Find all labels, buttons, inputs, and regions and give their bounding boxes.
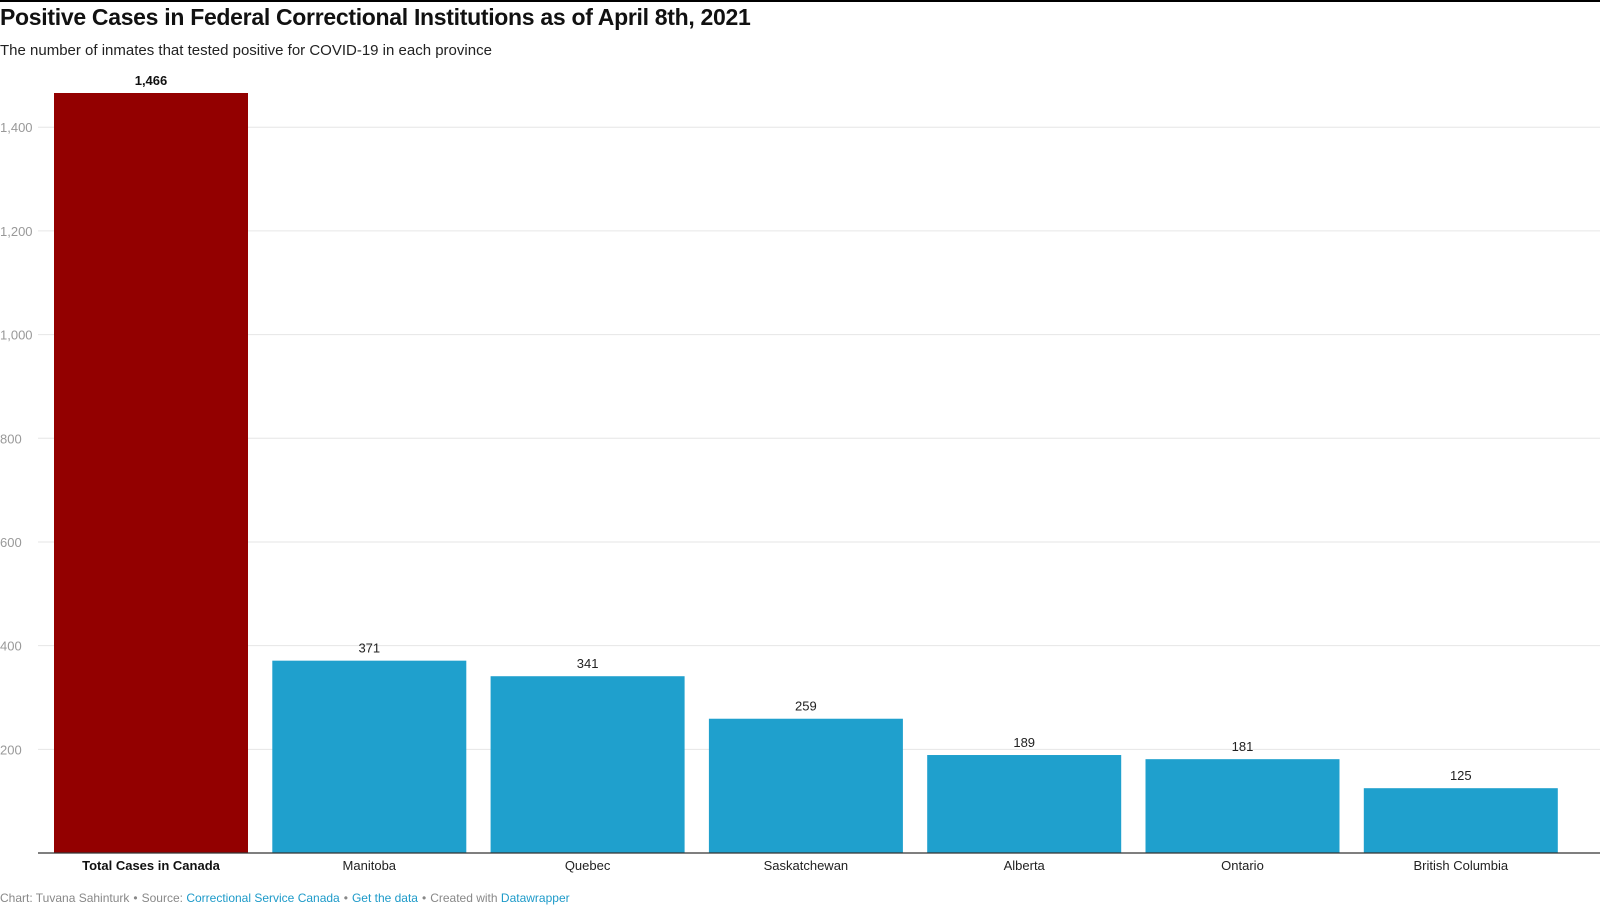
x-category-label: Saskatchewan — [764, 858, 849, 873]
datawrapper-link[interactable]: Datawrapper — [500, 891, 570, 905]
x-category-label: British Columbia — [1413, 858, 1508, 873]
bar-value-label: 1,466 — [135, 73, 168, 88]
y-tick-label: 200 — [0, 742, 22, 757]
y-tick-label: 1,200 — [0, 224, 33, 239]
footer-separator: • — [421, 891, 427, 905]
bar[interactable] — [1145, 759, 1340, 853]
x-category-label: Ontario — [1221, 858, 1264, 873]
y-tick-label: 400 — [0, 639, 22, 654]
created-prefix: Created with — [430, 891, 498, 905]
chart-credit: Chart: Tuvana Sahinturk — [0, 891, 130, 905]
x-category-label: Alberta — [1004, 858, 1046, 873]
x-category-label: Total Cases in Canada — [82, 858, 221, 873]
x-category-label: Manitoba — [343, 858, 397, 873]
y-tick-label: 1,000 — [0, 328, 33, 343]
footer-separator: • — [343, 891, 348, 905]
bar-value-label: 125 — [1450, 768, 1472, 783]
bar-value-label: 371 — [358, 641, 380, 656]
footer-separator: • — [133, 891, 138, 905]
bar-value-label: 181 — [1232, 739, 1254, 754]
chart-footer: Chart: Tuvana Sahinturk • Source: Correcti… — [0, 891, 570, 905]
chart-subtitle: The number of inmates that tested positi… — [0, 42, 492, 59]
y-tick-label: 800 — [0, 431, 22, 446]
bar[interactable] — [1363, 788, 1558, 853]
bar[interactable] — [54, 93, 248, 853]
bar-value-label: 259 — [795, 699, 817, 714]
bar[interactable] — [272, 660, 467, 853]
source-prefix: Source: — [141, 891, 183, 905]
bar[interactable] — [708, 718, 903, 853]
get-data-link[interactable]: Get the data — [351, 891, 418, 905]
bar-value-label: 341 — [577, 656, 599, 671]
chart-title: Positive Cases in Federal Correctional I… — [0, 4, 751, 30]
bar-chart: 200 400 600 800 1,000 1,200 1,400 1,466 Total Ca… — [0, 73, 1600, 873]
bar-value-label: 189 — [1013, 735, 1035, 750]
y-tick-label: 1,400 — [0, 120, 33, 135]
source-link[interactable]: Correctional Service Canada — [186, 891, 340, 905]
y-tick-label: 600 — [0, 535, 22, 550]
bar[interactable] — [490, 676, 685, 853]
x-category-label: Quebec — [565, 858, 611, 873]
bar[interactable] — [927, 755, 1122, 853]
